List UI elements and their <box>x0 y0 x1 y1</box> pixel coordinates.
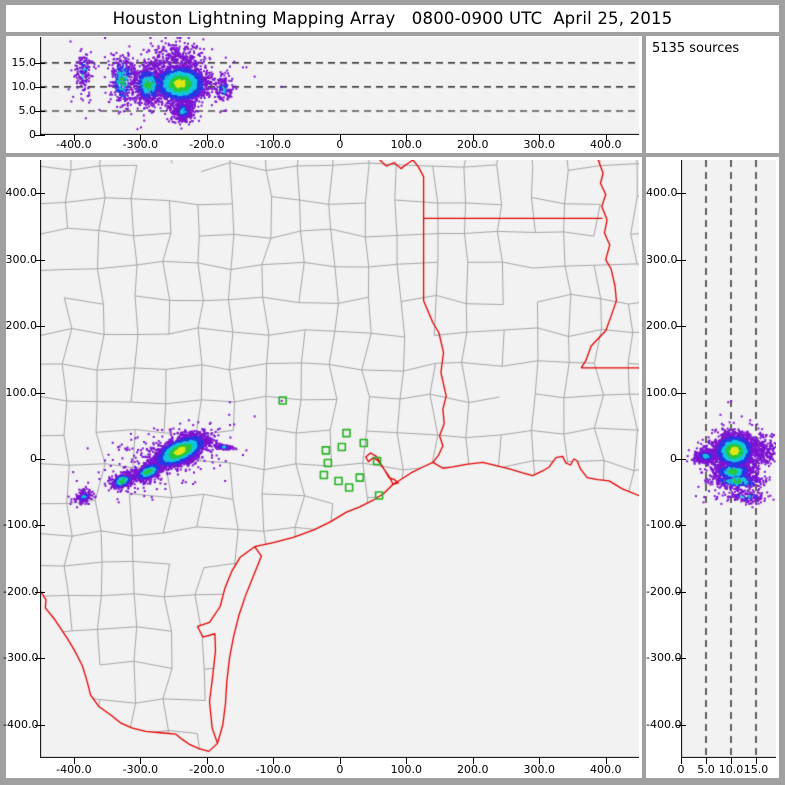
tick-mark <box>406 135 408 141</box>
tick-label: 300.0 <box>646 252 678 266</box>
tick-label: -100.0 <box>646 518 682 532</box>
tick-mark <box>339 135 341 141</box>
tick-label: -400.0 <box>646 717 682 731</box>
tick-mark <box>676 658 686 660</box>
tick-mark <box>676 193 686 195</box>
tick-mark <box>676 459 686 460</box>
tick-mark <box>206 135 208 141</box>
tick-label: 0 <box>670 452 677 465</box>
tick-mark <box>339 758 341 764</box>
tick-label: 0 <box>29 128 36 141</box>
page-title: Houston Lightning Mapping Array 0800-090… <box>112 9 673 28</box>
tick-mark <box>756 758 757 764</box>
tick-label: -400.0 <box>56 138 92 151</box>
tick-mark <box>676 259 686 261</box>
tick-label: -100.0 <box>3 518 39 532</box>
tick-label: 100.0 <box>390 138 423 151</box>
tick-mark <box>35 326 45 328</box>
ew-altitude-canvas <box>40 37 639 135</box>
tick-mark <box>73 758 75 764</box>
tick-label: -200.0 <box>3 584 39 598</box>
tick-label: -300.0 <box>122 138 159 151</box>
tick-label: -200.0 <box>189 138 225 151</box>
tick-mark <box>676 591 686 593</box>
tick-mark <box>206 758 208 764</box>
tick-mark <box>676 326 686 328</box>
tick-mark <box>35 86 45 88</box>
tick-mark <box>35 135 45 136</box>
tick-label: 400.0 <box>5 186 38 200</box>
tick-mark <box>35 110 45 112</box>
tick-label: 300.0 <box>523 763 556 776</box>
tick-label: 400.0 <box>646 186 678 200</box>
tick-label: -300.0 <box>3 651 39 665</box>
tick-label: 300.0 <box>523 138 556 151</box>
tick-mark <box>140 135 142 141</box>
tick-label: 10.0 <box>718 763 744 776</box>
tick-mark <box>35 658 45 660</box>
tick-label: 100.0 <box>390 763 423 776</box>
tick-label: -300.0 <box>122 763 159 776</box>
tick-label: 200.0 <box>646 319 678 333</box>
tick-label: 10.0 <box>11 79 37 93</box>
tick-label: 100.0 <box>5 385 38 399</box>
tick-label: 0 <box>30 452 37 465</box>
tick-mark <box>35 259 45 261</box>
tick-label: 400.0 <box>590 138 622 151</box>
tick-mark <box>706 758 707 764</box>
tick-label: 15.0 <box>743 763 769 776</box>
tick-mark <box>605 758 607 764</box>
tick-mark <box>605 135 607 141</box>
panel-source-count <box>646 36 779 153</box>
tick-mark <box>35 193 45 195</box>
tick-mark <box>676 392 686 394</box>
tick-label: -200.0 <box>189 763 225 776</box>
tick-label: -400.0 <box>56 763 92 776</box>
tick-mark <box>676 724 686 726</box>
title-bar: Houston Lightning Mapping Array 0800-090… <box>6 5 779 32</box>
tick-label: -300.0 <box>646 651 682 665</box>
tick-label: -200.0 <box>646 584 682 598</box>
tick-label: 100.0 <box>646 385 678 399</box>
tick-label: 0 <box>336 763 344 776</box>
tick-label: 300.0 <box>5 252 38 266</box>
tick-mark <box>406 758 408 764</box>
tick-mark <box>35 724 45 726</box>
tick-mark <box>539 135 541 141</box>
tick-mark <box>472 758 474 764</box>
tick-label: 0 <box>336 138 344 151</box>
tick-mark <box>35 459 45 460</box>
tick-label: 15.0 <box>11 55 37 69</box>
tick-label: 5.0 <box>18 103 37 117</box>
tick-label: 400.0 <box>590 763 622 776</box>
tick-label: -100.0 <box>255 763 292 776</box>
tick-mark <box>35 525 45 527</box>
tick-mark <box>273 758 275 764</box>
tick-label: -100.0 <box>255 138 292 151</box>
tick-label: -400.0 <box>3 717 39 731</box>
tick-mark <box>140 758 142 764</box>
tick-mark <box>676 525 686 527</box>
tick-mark <box>472 135 474 141</box>
plan-view-map-canvas <box>40 160 639 758</box>
tick-label: 5.0 <box>697 763 715 776</box>
tick-mark <box>681 758 682 764</box>
tick-mark <box>35 62 45 64</box>
sources-count: 5135 sources <box>652 41 740 56</box>
altitude-ns-canvas <box>681 160 776 758</box>
tick-mark <box>35 392 45 394</box>
tick-label: 200.0 <box>5 319 38 333</box>
tick-label: 0 <box>677 763 685 776</box>
tick-label: 200.0 <box>457 138 489 151</box>
tick-mark <box>539 758 541 764</box>
tick-mark <box>35 591 45 593</box>
tick-label: 200.0 <box>457 763 489 776</box>
tick-mark <box>273 135 275 141</box>
tick-mark <box>731 758 732 764</box>
tick-mark <box>73 135 75 141</box>
